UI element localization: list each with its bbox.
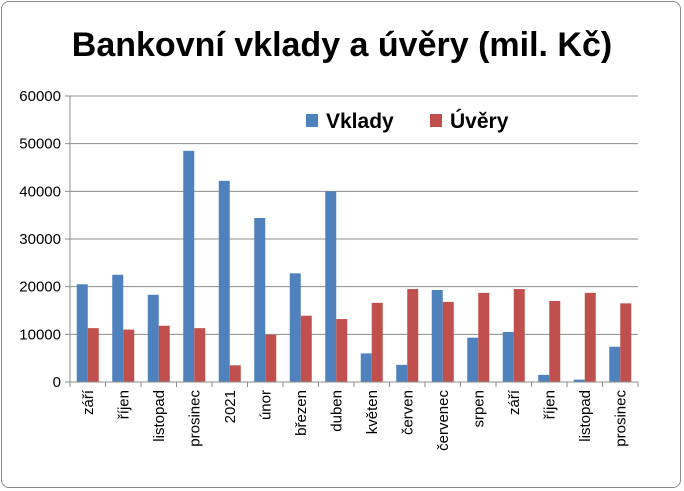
bar-uvery	[336, 319, 348, 382]
x-tick-label: říjen	[115, 390, 132, 419]
bar-vklady	[112, 274, 124, 382]
bar-uvery	[442, 301, 454, 382]
y-tick-label: 40000	[19, 183, 61, 200]
bar-vklady	[218, 180, 230, 382]
bar-uvery	[265, 334, 277, 382]
y-tick-label: 20000	[19, 279, 61, 296]
x-tick-label: říjen	[541, 390, 558, 419]
bar-vklady	[538, 374, 550, 382]
bar-uvery	[620, 303, 632, 382]
bar-vklady	[360, 353, 372, 382]
legend: Vklady Úvěry	[306, 109, 509, 133]
bar-vklady	[431, 290, 443, 382]
bar-vklady	[289, 273, 301, 382]
x-tick-label: červen	[399, 390, 416, 435]
y-axis: 0 10000 20000 30000 40000 50000 60000	[19, 88, 71, 391]
x-tick-label: červenec	[435, 390, 452, 451]
bar-uvery	[549, 300, 561, 382]
bar-uvery	[513, 289, 525, 382]
bar-vklady	[396, 364, 408, 382]
legend-label: Vklady	[326, 110, 394, 133]
bar-uvery	[478, 292, 490, 382]
x-tick-label: 2021	[222, 390, 239, 423]
bar-uvery	[584, 292, 596, 382]
legend-swatch	[430, 114, 442, 127]
bar-vklady	[467, 337, 479, 382]
bars	[76, 150, 632, 382]
y-tick-label: 30000	[19, 231, 61, 248]
x-tick-label: listopad	[577, 390, 594, 442]
x-tick-label: září	[506, 389, 523, 415]
bar-vklady	[325, 191, 337, 382]
x-tick-label: září	[80, 389, 97, 415]
chart-title: Bankovní vklady a úvěry (mil. Kč)	[72, 26, 612, 64]
x-tick-label: srpen	[470, 390, 487, 428]
bar-vklady	[573, 379, 585, 382]
bar-uvery	[123, 329, 135, 382]
bar-uvery	[300, 315, 312, 382]
x-tick-label: květen	[364, 390, 381, 434]
bar-uvery	[87, 328, 99, 382]
x-tick-label: listopad	[151, 390, 168, 442]
bar-vklady	[502, 331, 514, 382]
y-tick-label: 0	[53, 374, 61, 391]
bar-uvery	[229, 365, 241, 382]
x-axis: září říjen listopad prosinec 2021 únor březen d…	[69, 381, 639, 451]
x-tick-label: březen	[293, 390, 310, 436]
bar-vklady	[147, 294, 159, 382]
bar-vklady	[609, 346, 621, 382]
bar-uvery	[371, 302, 383, 382]
x-tick-label: únor	[257, 390, 274, 420]
y-tick-label: 10000	[19, 326, 61, 343]
bar-uvery	[158, 325, 170, 382]
x-tick-label: duben	[328, 390, 345, 432]
bar-uvery	[407, 289, 419, 382]
y-tick-label: 50000	[19, 136, 61, 153]
bar-uvery	[194, 328, 206, 382]
bar-vklady	[76, 284, 88, 382]
x-tick-label: prosinec	[612, 390, 629, 447]
y-tick-label: 60000	[19, 88, 61, 105]
legend-label: Úvěry	[450, 109, 509, 133]
legend-swatch	[306, 114, 318, 127]
x-tick-label: prosinec	[186, 390, 203, 447]
bar-vklady	[183, 150, 195, 382]
bar-vklady	[254, 218, 266, 382]
